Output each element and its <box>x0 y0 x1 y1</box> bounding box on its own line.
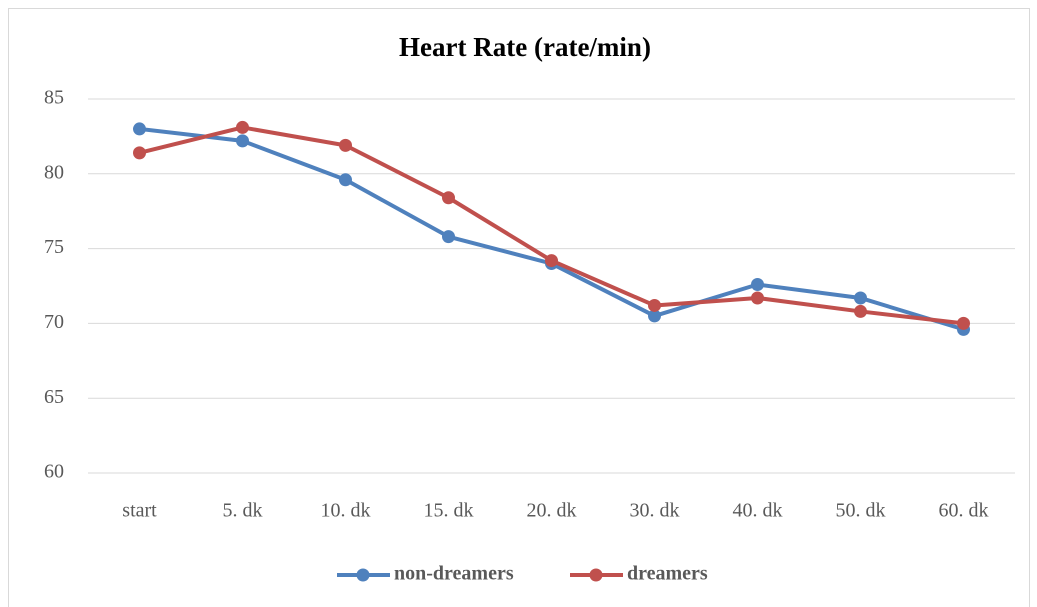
chart-title: Heart Rate (rate/min) <box>399 32 651 62</box>
x-tick-label: 60. dk <box>939 500 989 522</box>
legend-label: non-dreamers <box>394 563 514 585</box>
series-marker <box>751 278 764 292</box>
y-tick-label: 65 <box>44 386 64 408</box>
x-tick-label: start <box>122 500 157 522</box>
y-tick-label: 70 <box>44 311 64 333</box>
x-tick-label: 15. dk <box>424 500 474 522</box>
series-marker <box>442 230 455 244</box>
series-marker <box>751 291 764 305</box>
series-marker <box>236 134 249 148</box>
x-tick-label: 20. dk <box>527 500 577 522</box>
x-tick-label: 5. dk <box>223 500 263 522</box>
legend-marker <box>589 568 603 582</box>
legend-marker <box>356 568 370 582</box>
y-tick-label: 85 <box>44 87 64 109</box>
x-tick-label: 30. dk <box>630 500 680 522</box>
series-marker <box>339 173 352 187</box>
series-marker <box>545 254 558 268</box>
x-tick-label: 40. dk <box>733 500 783 522</box>
series-marker <box>133 122 146 136</box>
y-tick-label: 80 <box>44 161 64 183</box>
series-marker <box>648 298 661 312</box>
series-marker <box>339 138 352 152</box>
series-marker <box>442 191 455 205</box>
series-marker <box>133 146 146 160</box>
legend-label: dreamers <box>627 563 708 585</box>
series-marker <box>957 316 970 330</box>
y-tick-label: 75 <box>44 236 64 258</box>
series-marker <box>854 291 867 305</box>
series-marker <box>648 309 661 323</box>
x-tick-label: 10. dk <box>321 500 371 522</box>
x-tick-label: 50. dk <box>836 500 886 522</box>
y-tick-label: 60 <box>44 461 64 483</box>
series-marker <box>854 304 867 318</box>
series-marker <box>236 120 249 134</box>
